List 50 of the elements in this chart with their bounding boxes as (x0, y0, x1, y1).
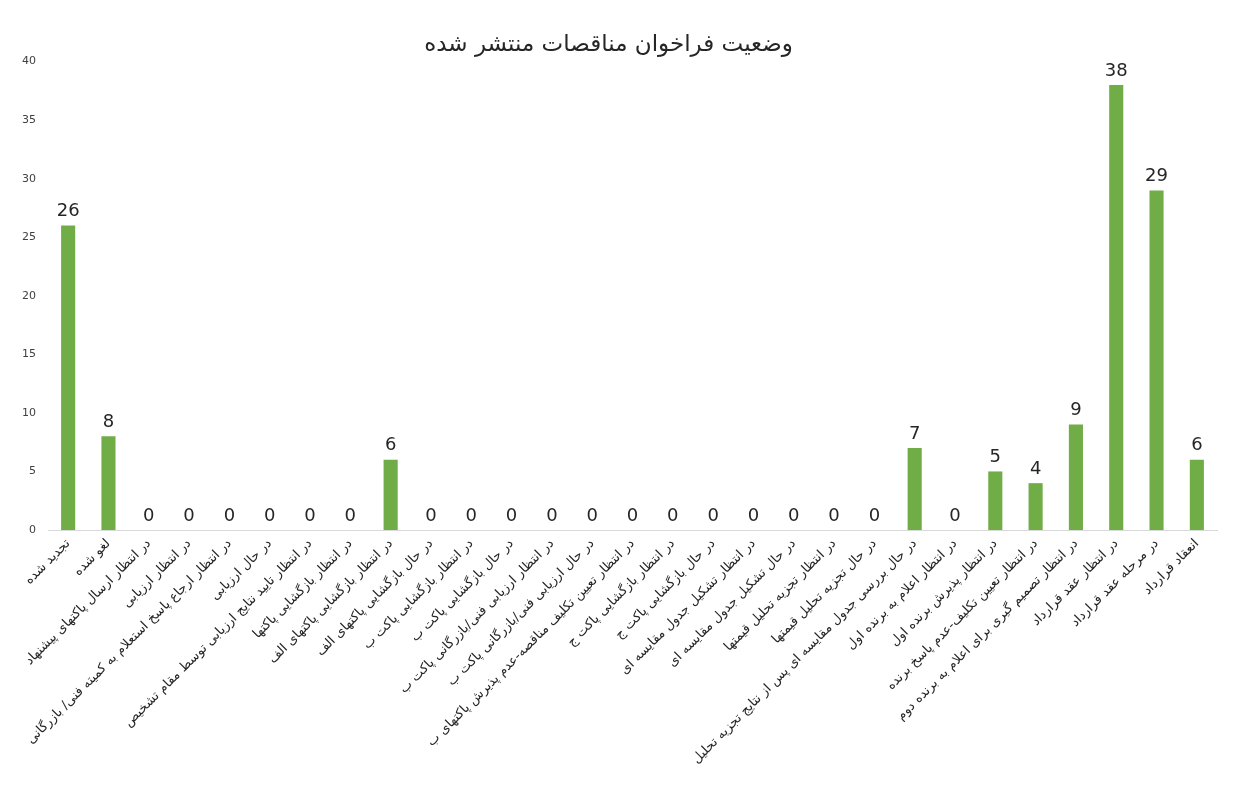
y-tick-label: 30 (22, 171, 36, 185)
data-label: 0 (263, 503, 276, 525)
data-label: 26 (56, 199, 80, 221)
data-label: 0 (667, 503, 679, 525)
data-label: 0 (626, 503, 639, 525)
data-label: 6 (1191, 433, 1203, 455)
x-tick-label: تجدید شده (21, 535, 73, 587)
data-label: 29 (1145, 164, 1168, 186)
y-tick-label: 5 (29, 464, 36, 478)
data-label: 0 (546, 503, 558, 525)
data-label: 0 (465, 503, 477, 525)
data-label: 7 (908, 421, 921, 443)
data-label: 0 (505, 503, 518, 525)
bar (101, 436, 116, 530)
bar (61, 225, 76, 530)
data-label: 0 (828, 503, 840, 525)
bar (1109, 85, 1124, 530)
data-label: 0 (344, 503, 357, 525)
data-label: 0 (586, 503, 598, 525)
data-label: 6 (384, 433, 397, 455)
data-label: 0 (183, 503, 195, 525)
y-tick-label: 10 (22, 405, 36, 419)
bar (1149, 190, 1164, 530)
data-label: 0 (425, 503, 437, 525)
y-tick-label: 40 (22, 54, 36, 68)
data-label: 0 (143, 503, 155, 525)
bar (1068, 424, 1083, 530)
data-label: 0 (868, 503, 881, 525)
y-tick-label: 20 (22, 288, 36, 302)
chart-title: وضعیت فراخوان مناقصات منتشر شده (424, 29, 793, 57)
bar (988, 471, 1003, 530)
data-label: 9 (1070, 398, 1082, 420)
data-label: 8 (102, 409, 115, 431)
data-label: 0 (747, 503, 760, 525)
y-tick-label: 15 (22, 347, 36, 361)
data-label: 4 (1029, 456, 1042, 478)
data-label: 0 (304, 503, 316, 525)
y-tick-label: 25 (22, 230, 36, 244)
data-label: 0 (788, 503, 800, 525)
y-tick-label: 0 (29, 522, 36, 536)
bar (383, 459, 398, 530)
data-label: 0 (707, 503, 719, 525)
data-label: 38 (1104, 58, 1128, 80)
bar (907, 448, 922, 530)
y-tick-label: 35 (22, 113, 36, 127)
data-label: 0 (223, 503, 236, 525)
data-label: 5 (989, 445, 1002, 467)
bar (1028, 483, 1043, 530)
bar (1189, 459, 1204, 530)
data-label: 0 (949, 503, 961, 525)
